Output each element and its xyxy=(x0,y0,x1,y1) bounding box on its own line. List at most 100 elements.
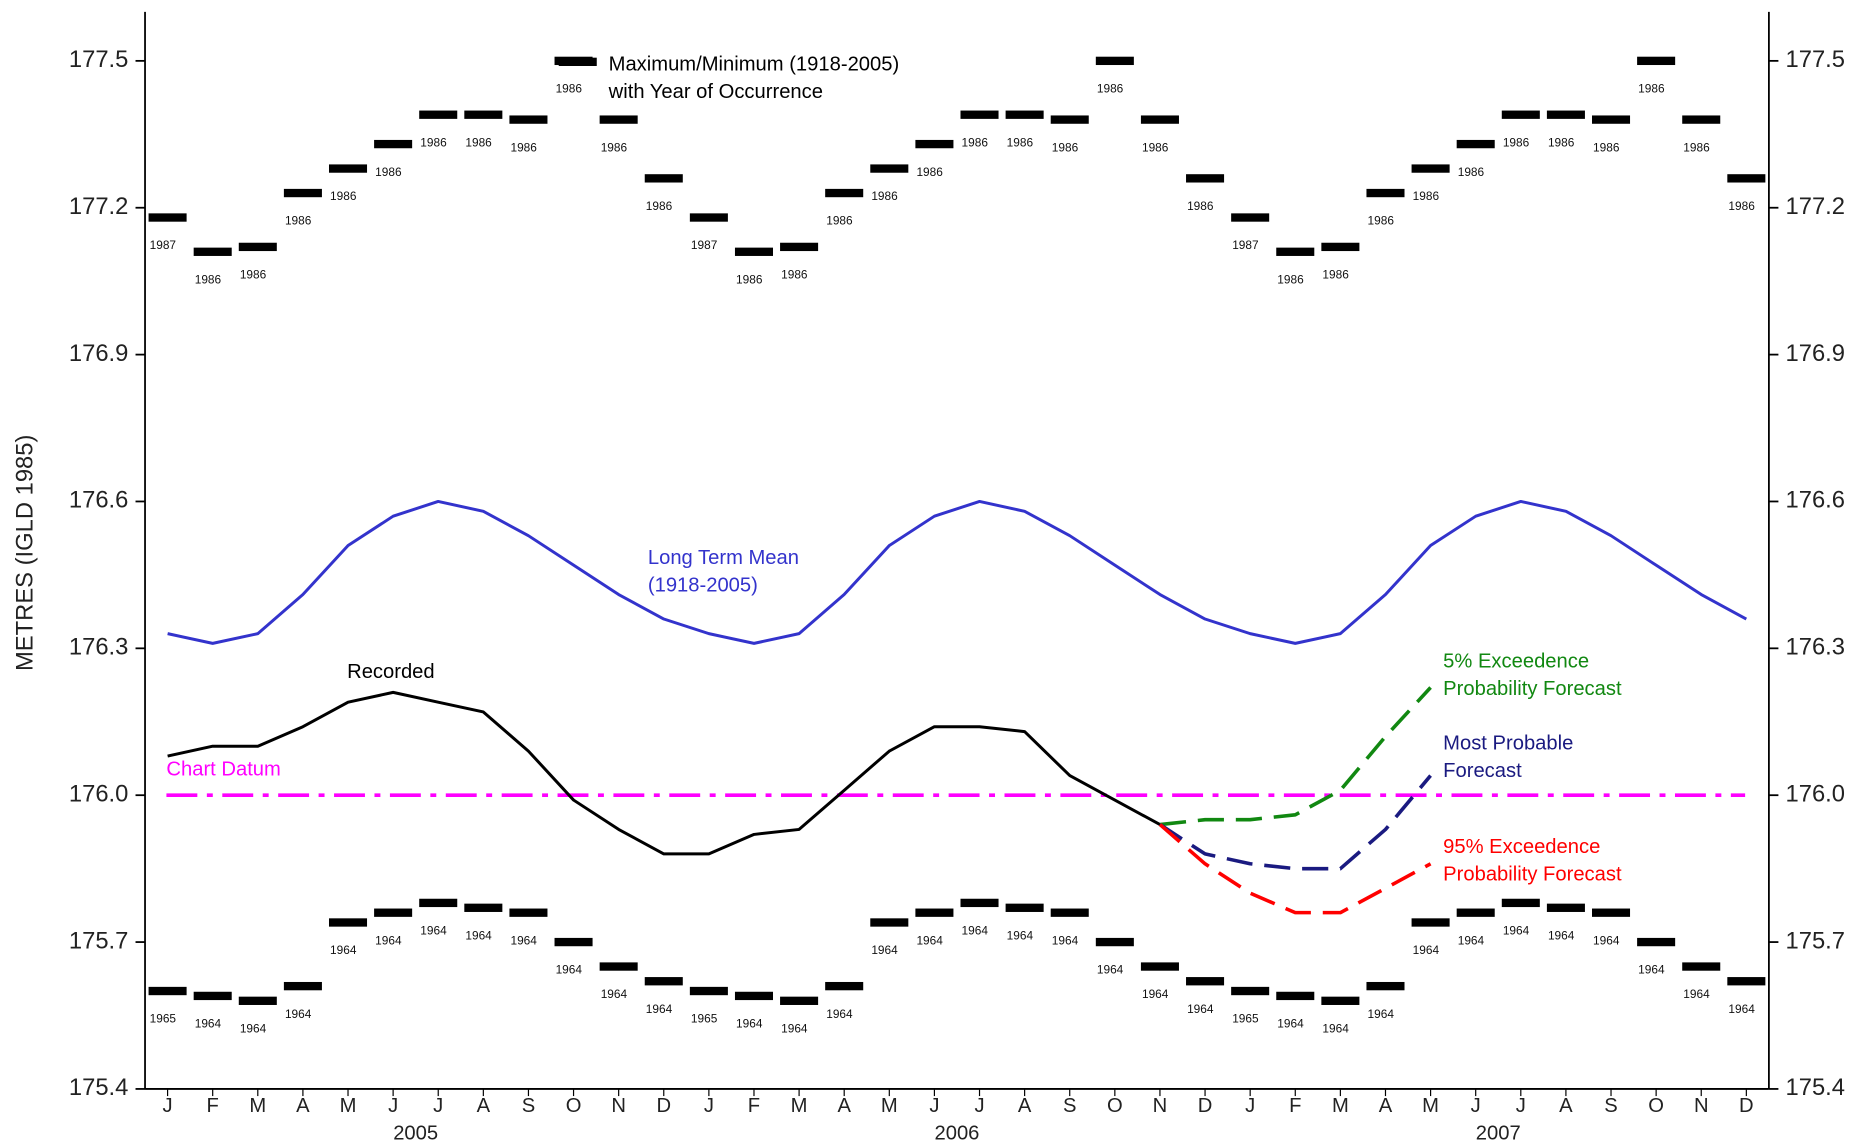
year-of-occurrence: 1964 xyxy=(1503,924,1530,938)
year-of-occurrence: 1986 xyxy=(1413,189,1440,203)
range-marker xyxy=(1546,903,1585,912)
range-marker xyxy=(1231,986,1270,996)
series-label: (1918-2005) xyxy=(648,574,758,596)
x-tick-label: D xyxy=(1198,1095,1213,1117)
year-of-occurrence: 1964 xyxy=(1322,1021,1349,1035)
year-of-occurrence: 1964 xyxy=(1638,963,1665,977)
range-marker xyxy=(1095,56,1134,66)
series-label: 95% Exceedence xyxy=(1443,836,1600,858)
y-tick-label: 175.7 xyxy=(69,927,128,954)
year-of-occurrence: 1987 xyxy=(1232,238,1258,252)
range-marker xyxy=(193,991,232,1001)
x-tick-label: J xyxy=(1245,1095,1255,1117)
range-marker xyxy=(960,110,999,119)
y-tick-label: 177.2 xyxy=(69,193,128,220)
range-marker xyxy=(599,962,638,971)
year-of-occurrence: 1964 xyxy=(420,924,447,938)
range-marker xyxy=(915,139,954,149)
year-of-occurrence: 1986 xyxy=(1322,268,1349,282)
year-of-occurrence: 1986 xyxy=(601,140,628,154)
y-tick-label: 177.5 xyxy=(69,46,128,73)
year-of-occurrence: 1986 xyxy=(781,268,808,282)
year-of-occurrence: 1986 xyxy=(330,189,357,203)
range-marker xyxy=(870,164,909,173)
year-of-occurrence: 1964 xyxy=(1007,928,1034,942)
range-marker xyxy=(1592,115,1631,124)
range-marker xyxy=(419,898,458,908)
range-marker xyxy=(1140,115,1179,124)
x-tick-label: M xyxy=(1422,1095,1439,1117)
x-tick-label: J xyxy=(163,1095,173,1117)
year-of-occurrence: 1986 xyxy=(646,199,673,213)
y2-tick-label: 177.2 xyxy=(1786,193,1845,220)
range-marker xyxy=(328,918,368,927)
range-marker xyxy=(734,247,774,256)
range-marker xyxy=(870,918,909,927)
range-marker xyxy=(1186,174,1225,183)
year-label: 2006 xyxy=(935,1122,980,1144)
range-marker xyxy=(1682,115,1721,124)
range-marker xyxy=(1456,139,1495,149)
year-of-occurrence: 1986 xyxy=(962,135,989,149)
range-marker xyxy=(238,242,277,252)
range-marker xyxy=(1411,164,1450,173)
year-of-occurrence: 1986 xyxy=(736,272,763,286)
y2-tick-label: 175.7 xyxy=(1786,927,1845,954)
series-label: Probability Forecast xyxy=(1443,678,1622,700)
x-tick-label: O xyxy=(1648,1095,1664,1117)
range-marker xyxy=(1682,962,1721,971)
x-tick-label: F xyxy=(207,1095,219,1117)
range-marker xyxy=(1637,937,1676,947)
range-marker xyxy=(1637,56,1676,66)
year-of-occurrence: 1986 xyxy=(375,165,402,179)
x-tick-label: O xyxy=(1107,1095,1123,1117)
x-tick-label: A xyxy=(477,1095,491,1117)
year-of-occurrence: 1965 xyxy=(691,1012,718,1026)
legend-marker xyxy=(558,57,597,66)
range-marker xyxy=(238,996,277,1005)
series-label: 5% Exceedence xyxy=(1443,651,1589,673)
range-marker xyxy=(374,139,413,149)
year-of-occurrence: 1964 xyxy=(1593,933,1620,947)
range-marker xyxy=(1366,981,1405,991)
year-of-occurrence: 1986 xyxy=(1368,214,1395,228)
range-marker xyxy=(599,115,638,124)
x-tick-label: N xyxy=(611,1095,626,1117)
year-of-occurrence: 1986 xyxy=(240,268,267,282)
range-marker xyxy=(1321,242,1360,252)
year-of-occurrence: 1986 xyxy=(1548,135,1575,149)
year-of-occurrence: 1986 xyxy=(285,214,312,228)
year-of-occurrence: 1964 xyxy=(962,924,989,938)
range-marker xyxy=(644,977,683,986)
range-marker xyxy=(1456,908,1495,917)
year-of-occurrence: 1964 xyxy=(871,943,898,957)
y2-tick-label: 177.5 xyxy=(1786,46,1845,73)
series-label: Maximum/Minimum (1918-2005) xyxy=(609,54,900,76)
year-of-occurrence: 1964 xyxy=(1052,933,1079,947)
y2-tick-label: 176.3 xyxy=(1786,634,1845,661)
year-of-occurrence: 1986 xyxy=(195,272,222,286)
range-marker xyxy=(1501,898,1540,908)
year-of-occurrence: 1986 xyxy=(1142,140,1169,154)
range-marker xyxy=(644,174,683,183)
year-of-occurrence: 1964 xyxy=(330,943,357,957)
range-marker xyxy=(328,164,368,173)
y-tick-label: 175.4 xyxy=(69,1074,128,1101)
year-of-occurrence: 1986 xyxy=(556,82,583,96)
x-tick-label: D xyxy=(656,1095,671,1117)
range-marker xyxy=(419,110,458,119)
x-tick-label: J xyxy=(974,1095,984,1117)
range-marker xyxy=(1411,918,1450,927)
y2-tick-label: 176.0 xyxy=(1786,780,1845,807)
year-of-occurrence: 1986 xyxy=(420,135,447,149)
year-of-occurrence: 1965 xyxy=(150,1012,177,1026)
range-marker xyxy=(283,188,322,198)
x-tick-label: S xyxy=(1604,1095,1617,1117)
x-tick-label: N xyxy=(1153,1095,1168,1117)
range-marker xyxy=(148,986,187,996)
year-of-occurrence: 1986 xyxy=(871,189,898,203)
x-tick-label: A xyxy=(837,1095,851,1117)
range-marker xyxy=(915,908,954,917)
range-marker xyxy=(734,991,774,1001)
